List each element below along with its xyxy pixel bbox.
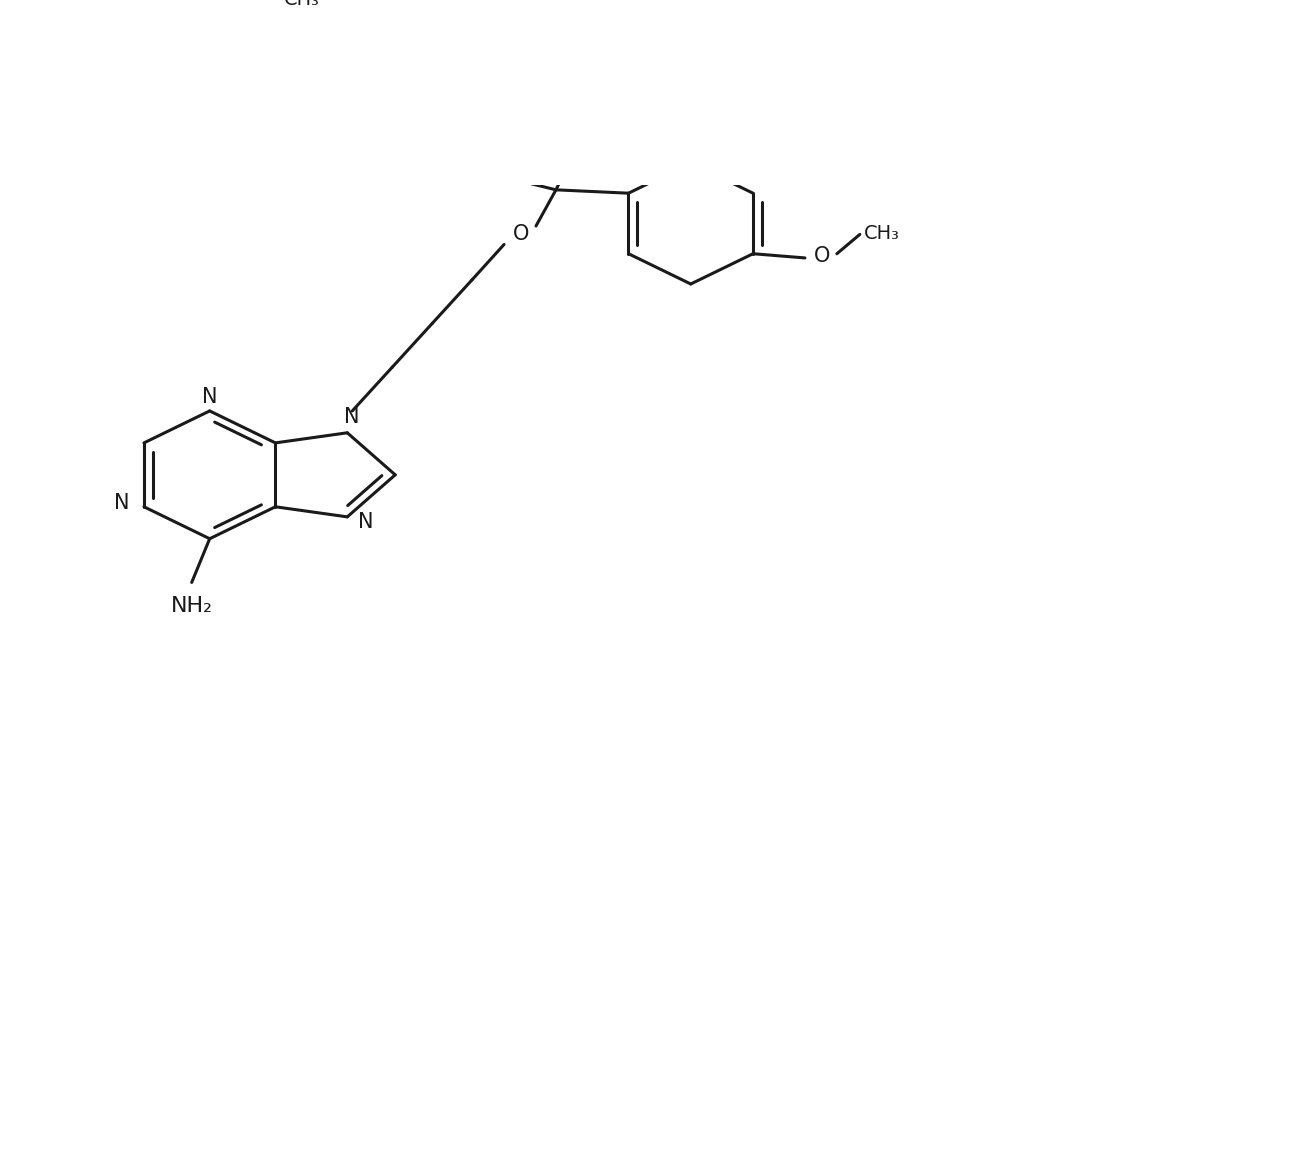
Text: O: O bbox=[513, 224, 530, 245]
Text: CH₃: CH₃ bbox=[283, 0, 319, 9]
Text: CH₃: CH₃ bbox=[864, 224, 900, 244]
Text: N: N bbox=[114, 493, 130, 513]
Text: NH₂: NH₂ bbox=[171, 596, 213, 616]
Text: N: N bbox=[357, 512, 373, 532]
Text: O: O bbox=[814, 246, 831, 267]
Text: N: N bbox=[202, 386, 218, 407]
Text: O: O bbox=[356, 0, 373, 3]
Text: N: N bbox=[344, 407, 360, 427]
